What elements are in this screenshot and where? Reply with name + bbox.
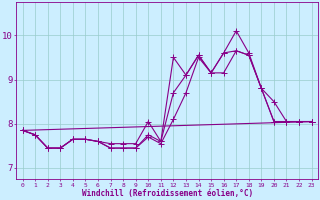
X-axis label: Windchill (Refroidissement éolien,°C): Windchill (Refroidissement éolien,°C) [82,189,253,198]
